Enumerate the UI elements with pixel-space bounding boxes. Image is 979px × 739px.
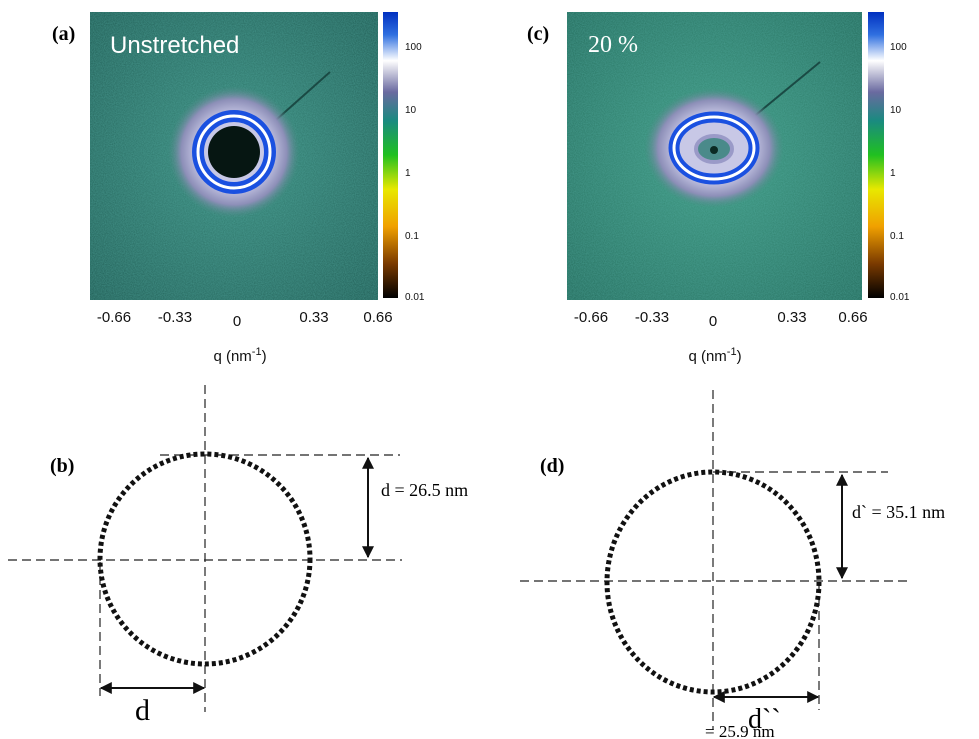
- dimension-label: d: [135, 694, 150, 727]
- x-tick-label: 0: [709, 313, 717, 330]
- axis-text: q (nm: [688, 348, 726, 365]
- colorbar-label: 10: [405, 105, 417, 116]
- panel-label: (a): [52, 23, 75, 45]
- axis-superscript: -1: [252, 346, 262, 358]
- x-tick-label: 0.33: [299, 309, 328, 326]
- axis-suffix: ): [737, 348, 742, 365]
- panel-c: (c) 20 % 100 10 1 0.1 0.01 -0.66 -0.33 0…: [527, 12, 910, 365]
- axis-suffix: ): [262, 348, 267, 365]
- x-axis-label: q (nm-1): [688, 346, 741, 365]
- dimension-label: d = 26.5 nm: [381, 480, 468, 500]
- panel-a: (a) Unstretched 100 10 1 0.1 0.01 -0.66 …: [52, 12, 425, 365]
- beam-center: [208, 126, 260, 178]
- x-axis-label: q (nm-1): [213, 346, 266, 365]
- x-tick-label: 0.66: [363, 309, 392, 326]
- panel-label: (d): [540, 455, 564, 477]
- x-tick-label: 0.66: [838, 309, 867, 326]
- panel-label: (b): [50, 455, 74, 477]
- figure: (a) Unstretched 100 10 1 0.1 0.01 -0.66 …: [0, 0, 979, 739]
- colorbar-label: 100: [890, 42, 907, 53]
- colorbar-label: 1: [405, 168, 411, 179]
- x-tick-label: 0.33: [777, 309, 806, 326]
- colorbar-label: 100: [405, 42, 422, 53]
- diagram-b: (b) d = 26.5 nm d: [8, 385, 468, 727]
- colorbar-label: 10: [890, 105, 902, 116]
- diagram-d: (d) d` = 35.1 nm d`` = 25.9 nm: [520, 390, 945, 739]
- colorbar-label: 1: [890, 168, 896, 179]
- x-tick-label: -0.66: [574, 309, 608, 326]
- x-tick-label: -0.33: [158, 309, 192, 326]
- colorbar: [383, 12, 398, 298]
- axis-superscript: -1: [727, 346, 737, 358]
- x-tick-label: 0: [233, 313, 241, 330]
- annotation: 20 %: [588, 32, 638, 58]
- panel-label: (c): [527, 23, 549, 45]
- axis-text: q (nm: [213, 348, 251, 365]
- colorbar-label: 0.01: [890, 292, 910, 303]
- colorbar-label: 0.1: [405, 231, 419, 242]
- x-tick-label: -0.33: [635, 309, 669, 326]
- dimension-label: d` = 35.1 nm: [852, 502, 945, 522]
- dimension-value: = 25.9 nm: [705, 722, 775, 739]
- colorbar-label: 0.1: [890, 231, 904, 242]
- annotation: Unstretched: [110, 32, 239, 59]
- colorbar-label: 0.01: [405, 292, 425, 303]
- x-tick-label: -0.66: [97, 309, 131, 326]
- beam-center: [710, 146, 718, 154]
- colorbar: [868, 12, 884, 298]
